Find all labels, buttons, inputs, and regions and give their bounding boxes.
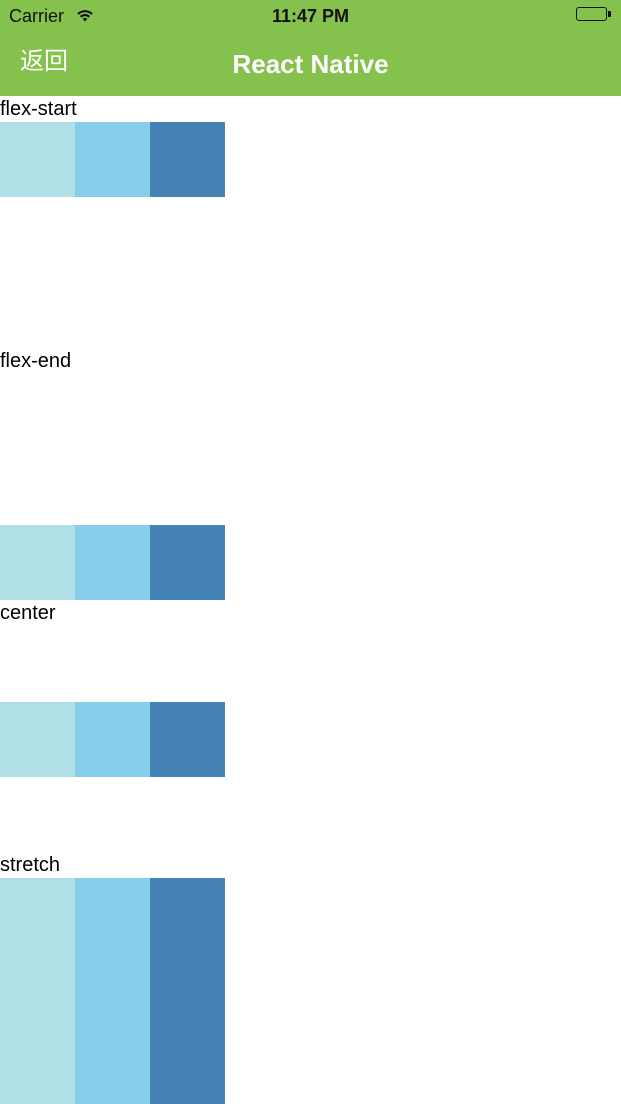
swatch-dark xyxy=(150,122,225,197)
section-label-stretch: stretch xyxy=(0,854,61,876)
status-time: 11:47 PM xyxy=(271,6,350,26)
swatch-mid xyxy=(75,525,150,600)
wifi-icon xyxy=(75,7,95,23)
back-button[interactable]: 返回 xyxy=(20,48,68,75)
navigation-bar: 返回 React Native xyxy=(0,32,621,96)
battery-icon xyxy=(576,7,612,23)
swatch-row-stretch xyxy=(0,878,225,1104)
swatch-dark xyxy=(150,702,225,777)
swatch-mid xyxy=(75,122,150,197)
swatch-light xyxy=(0,702,75,777)
carrier-name: Carrier xyxy=(9,6,65,26)
swatch-light xyxy=(0,122,75,197)
swatch-light xyxy=(0,878,75,1104)
swatch-light xyxy=(0,525,75,600)
app-header: Carrier 11:47 PM 返回 React Native xyxy=(0,0,621,96)
swatch-mid xyxy=(75,702,150,777)
section-label-flex-start: flex-start xyxy=(0,98,77,120)
section-label-center: center xyxy=(0,602,56,624)
section-label-flex-end: flex-end xyxy=(0,350,72,372)
swatch-row-flex-end xyxy=(0,525,225,600)
swatch-dark xyxy=(150,878,225,1104)
swatch-row-flex-start xyxy=(0,122,225,197)
page-title: React Native xyxy=(232,49,389,79)
swatch-row-center xyxy=(0,702,225,777)
swatch-mid xyxy=(75,878,150,1104)
status-bar: Carrier 11:47 PM xyxy=(0,0,621,32)
swatch-dark xyxy=(150,525,225,600)
